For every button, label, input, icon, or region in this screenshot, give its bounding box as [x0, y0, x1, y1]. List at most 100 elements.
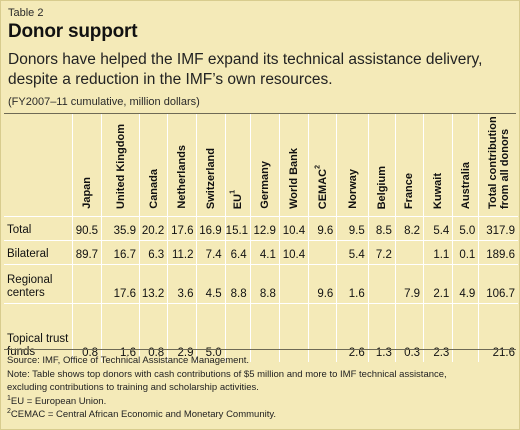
table-number: Table 2: [8, 7, 44, 19]
table-row: Topical trust funds 0.8 1.6 0.8 2.9 5.0 2.6 1.3…: [4, 303, 518, 362]
table-cell: 9.6: [308, 264, 337, 304]
table-cell: 13.2: [139, 264, 168, 304]
column-header: CEMAC2: [308, 114, 337, 217]
column-header: United Kingdom: [101, 114, 140, 217]
column-header: World Bank: [278, 114, 309, 217]
column-header: Canada: [139, 114, 168, 217]
table-cell: 5.4: [336, 240, 369, 265]
column-header-label: Total contribution from all donors: [486, 116, 511, 209]
table-cell: 2.3: [423, 303, 453, 362]
column-header: Netherlands: [167, 114, 197, 217]
table-cell: 6.4: [224, 240, 251, 265]
table-cell: 0.8: [139, 303, 168, 362]
table-cell: 0.1: [452, 240, 479, 265]
footnote-1-mark: 1: [7, 394, 11, 402]
column-header-label: Australia: [459, 161, 472, 209]
table-row: Bilateral 89.7 16.7 6.3 11.2 7.4 6.4 4.1 10.4 5.4…: [4, 240, 518, 265]
table-cell: 8.2: [394, 216, 424, 241]
column-header-label: EU1: [228, 189, 244, 209]
column-header-label: World Bank: [288, 148, 300, 209]
row-label: Bilateral: [4, 240, 73, 265]
table-cell: [71, 264, 102, 304]
column-header: Switzerland: [196, 114, 226, 217]
column-header-label: Japan: [80, 177, 93, 209]
table-cell: 8.8: [224, 264, 251, 304]
footnote-2-text: CEMAC = Central African Economic and Mon…: [10, 409, 277, 421]
table-cell: 8.5: [367, 216, 396, 241]
table-cell: [308, 240, 337, 265]
column-header: Germany: [249, 114, 280, 217]
table-cell: 16.9: [196, 216, 226, 241]
top-rule: [4, 113, 516, 114]
table-row: Total 90.5 35.9 20.2 17.6 16.9 15.1 12.9 10.4 9.6…: [4, 216, 518, 241]
table-cell: 3.6: [167, 264, 197, 304]
column-header: Kuwait: [423, 114, 453, 217]
table-cell: [394, 240, 424, 265]
table-cell: 17.6: [167, 216, 197, 241]
column-header-label: France: [403, 172, 416, 209]
table-cell: [278, 264, 309, 304]
table-cell: 5.0: [196, 303, 226, 362]
table-cell: 0.8: [71, 303, 102, 362]
column-header: Total contribution from all donors: [478, 114, 518, 217]
footnote-2-mark: 2: [7, 408, 11, 416]
table-cell: 4.5: [196, 264, 226, 304]
table-cell: 16.7: [101, 240, 140, 265]
column-header-label: Switzerland: [205, 147, 218, 209]
table-row: Regional centers 17.6 13.2 3.6 4.5 8.8 8.8 9.6 1…: [4, 264, 518, 304]
header-row: Japan United Kingdom Canada Netherlands Swit…: [4, 114, 518, 217]
column-header: Belgium: [367, 114, 396, 217]
header-corner: [4, 114, 73, 217]
table-cell: 4.9: [452, 264, 479, 304]
table-cell: 90.5: [71, 216, 102, 241]
table-cell: 2.9: [167, 303, 197, 362]
column-header-label: Netherlands: [176, 145, 189, 209]
table-cell: 1.6: [101, 303, 140, 362]
table-cell: [224, 303, 251, 362]
table-cell: 5.4: [423, 216, 453, 241]
column-header-label: United Kingdom: [114, 124, 127, 209]
column-header-label: Belgium: [375, 165, 388, 209]
table-cell: 8.8: [249, 264, 280, 304]
column-header-label: Canada: [147, 169, 160, 209]
table-cell: 9.5: [336, 216, 369, 241]
table-cell: 6.3: [139, 240, 168, 265]
table-cell: 4.1: [249, 240, 280, 265]
table-cell: 11.2: [167, 240, 197, 265]
table-cell: [278, 303, 309, 362]
table-title: Donor support: [8, 21, 138, 42]
table-cell: 10.4: [278, 216, 309, 241]
table-cell: [452, 303, 479, 362]
table-subtitle: Donors have helped the IMF expand its te…: [8, 51, 483, 88]
table-cell: 317.9: [478, 216, 518, 241]
column-header-label: CEMAC2: [314, 164, 329, 209]
table-cell: 10.4: [278, 240, 309, 265]
table-cell: 9.6: [308, 216, 337, 241]
table-cell: 5.0: [452, 216, 479, 241]
table-cell: 7.9: [394, 264, 424, 304]
column-header: EU1: [224, 114, 251, 217]
table-cell: 7.2: [367, 240, 396, 265]
column-header-label: Norway: [346, 169, 359, 209]
note-line-2: excluding contributions to training and …: [7, 382, 259, 394]
note-line-1: Note: Table shows top donors with cash c…: [7, 368, 447, 380]
column-header: France: [394, 114, 424, 217]
table-cell: 12.9: [249, 216, 280, 241]
table-cell: [308, 303, 337, 362]
table-cell: 20.2: [139, 216, 168, 241]
column-header: Japan: [71, 114, 102, 217]
table-cell: 106.7: [478, 264, 518, 304]
table-cell: 35.9: [101, 216, 140, 241]
column-header: Australia: [452, 114, 479, 217]
table-cell: 0.3: [394, 303, 424, 362]
table-cell: 1.1: [423, 240, 453, 265]
table-cell: 7.4: [196, 240, 226, 265]
table-cell: 15.1: [224, 216, 251, 241]
column-header: Norway: [336, 114, 369, 217]
row-label: Total: [4, 216, 73, 241]
table-notes: Source: IMF, Office of Technical Assista…: [7, 354, 515, 422]
table-cell: 2.1: [423, 264, 453, 304]
column-header-footnote-mark: 2: [314, 164, 322, 169]
table-cell: 189.6: [478, 240, 518, 265]
table-cell: [249, 303, 280, 362]
